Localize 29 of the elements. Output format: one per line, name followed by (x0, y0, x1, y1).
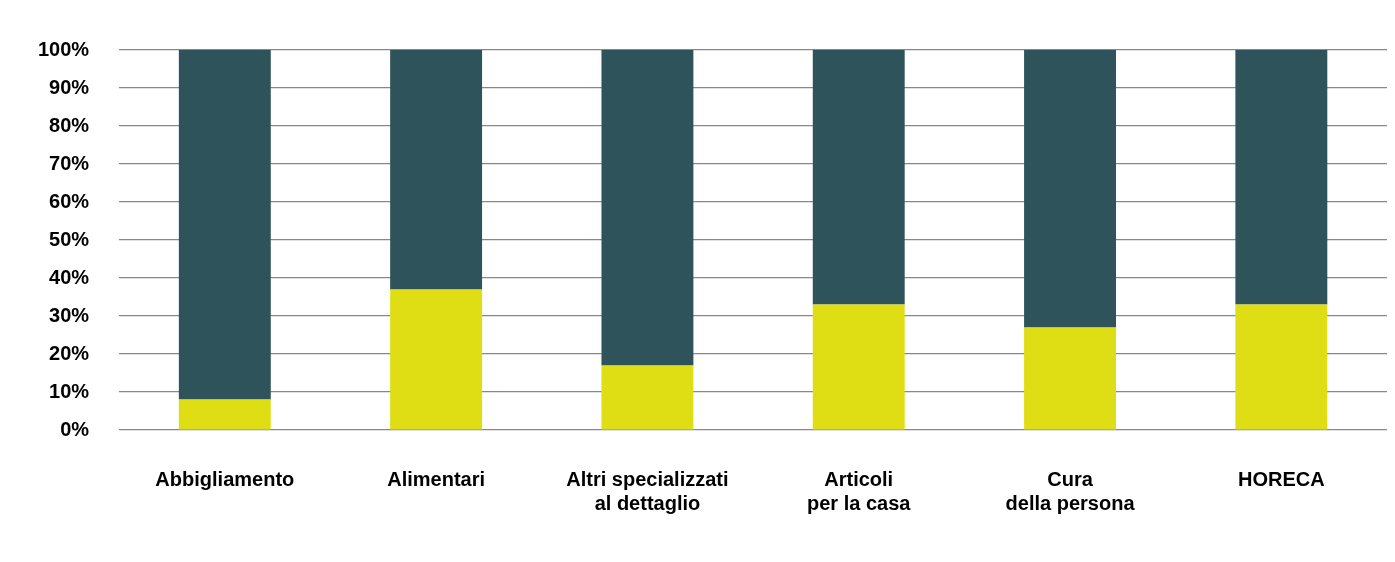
x-tick-label: Cura della persona (1005, 467, 1136, 514)
y-tick-label: 60% (49, 189, 90, 212)
bar (812, 50, 905, 305)
y-tick-label: 50% (49, 227, 90, 250)
x-tick-label: Articoli per la casa (807, 467, 912, 514)
bar (1024, 50, 1116, 328)
bar (1235, 50, 1328, 305)
x-tick-label: Altri specializzati al dettaglio (566, 467, 729, 514)
bar (1024, 327, 1116, 430)
y-tick-label: 40% (49, 265, 90, 288)
x-tick-label: Abbigliamento (155, 467, 295, 490)
y-tick-label: 70% (49, 151, 90, 174)
bar (1235, 304, 1328, 430)
y-tick-label: 90% (49, 75, 90, 98)
bar (601, 50, 694, 366)
bar (812, 304, 905, 430)
bar (178, 50, 271, 400)
y-tick-label: 0% (60, 417, 90, 440)
y-tick-label: 10% (49, 379, 90, 402)
y-tick-label: 20% (49, 341, 90, 364)
x-tick-label: Alimentari (387, 467, 486, 490)
bar (390, 289, 483, 430)
x-tick-label: HORECA (1238, 467, 1325, 490)
bar (601, 365, 694, 430)
bar (390, 50, 483, 290)
y-tick-label: 80% (49, 113, 90, 136)
y-tick-label: 100% (38, 37, 90, 60)
y-tick-label: 30% (49, 303, 90, 326)
bar (178, 399, 271, 430)
